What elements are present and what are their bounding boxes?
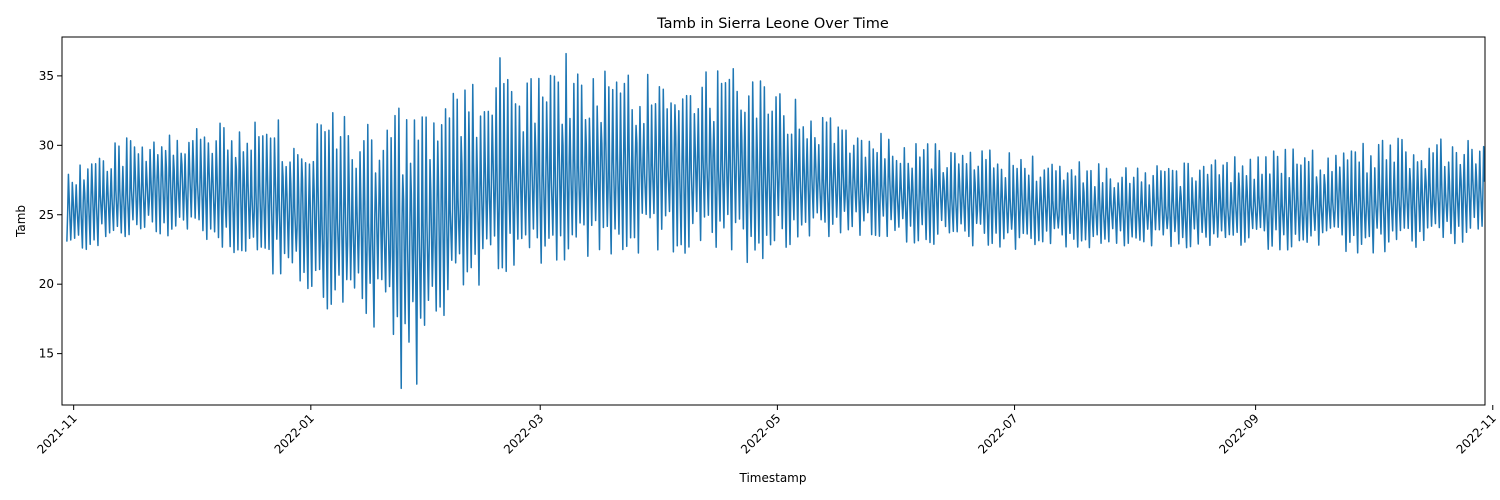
plot-area — [66, 52, 1486, 390]
axes-frame — [61, 36, 1486, 406]
x-axis-title: Timestamp — [739, 471, 807, 485]
y-axis: 15 20 25 30 35 — [39, 69, 62, 361]
chart-title: Tamb in Sierra Leone Over Time — [656, 16, 889, 32]
y-axis-title: Tamb — [14, 205, 28, 238]
y-tick-label: 15 — [39, 347, 54, 361]
y-tick-label: 25 — [39, 208, 54, 222]
y-tick-label: 20 — [39, 277, 54, 291]
series-line-tamb — [66, 52, 1486, 390]
y-tick-label: 30 — [39, 138, 54, 152]
y-tick-label: 35 — [39, 69, 54, 83]
